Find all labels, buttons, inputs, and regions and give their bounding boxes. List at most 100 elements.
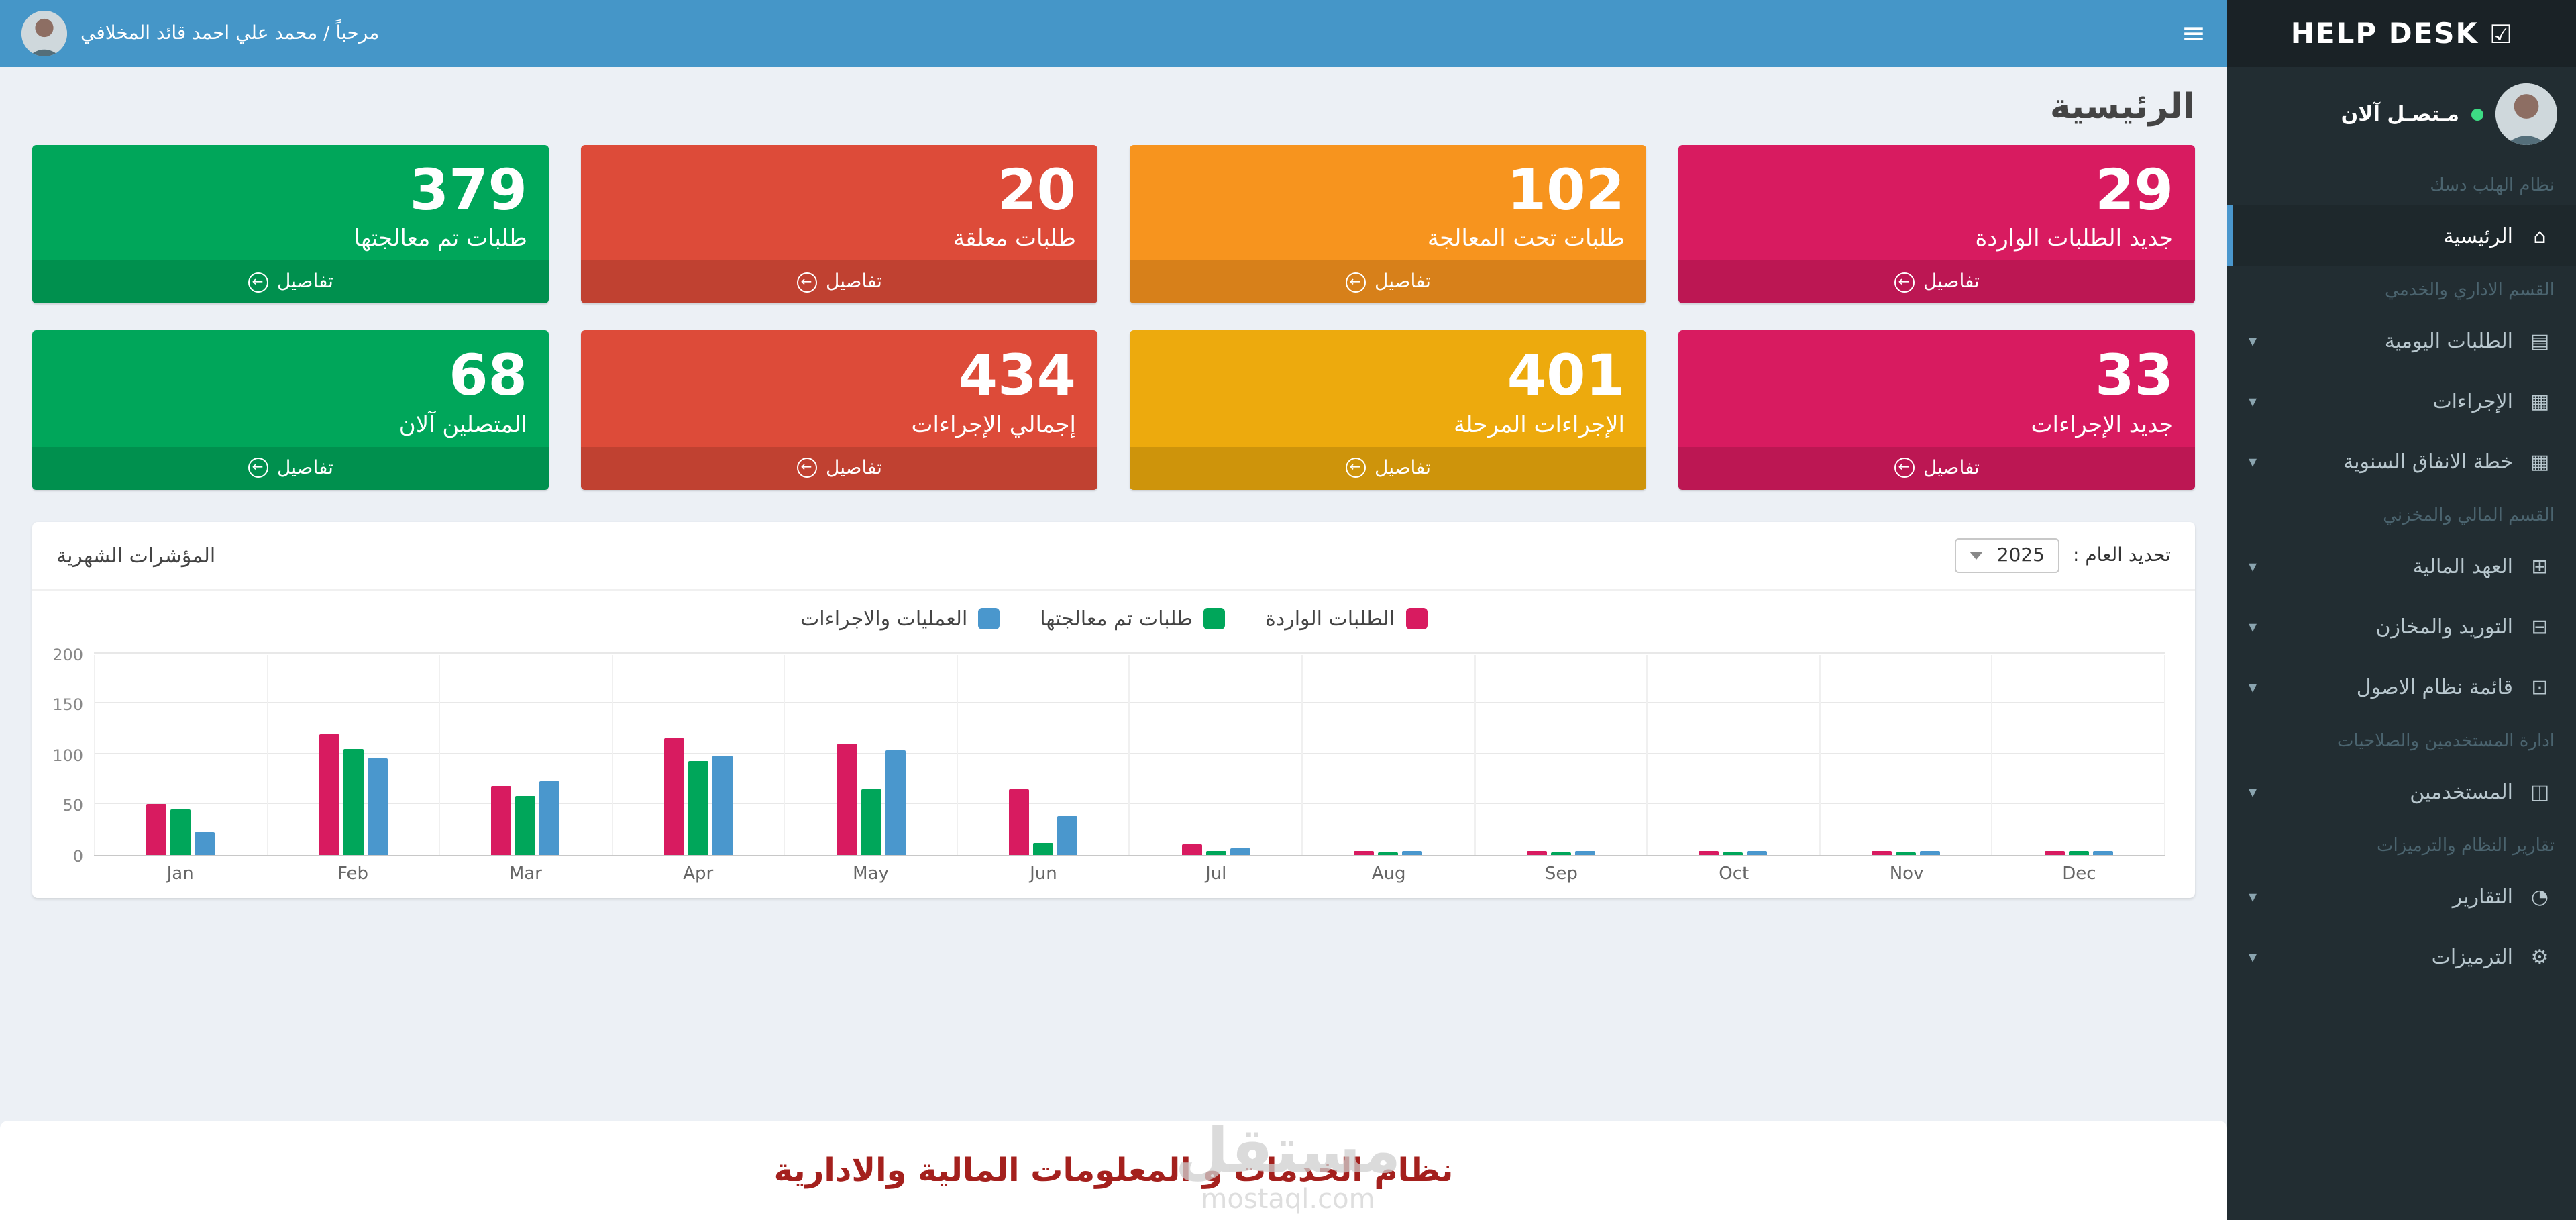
users-icon: ◫ [2530, 779, 2550, 803]
details-label: تفاصيل [826, 457, 882, 479]
hamburger-menu-icon[interactable]: ≡ [2181, 17, 2206, 50]
content: الرئيسية 29 جديد الطلبات الواردة تفاصيل ← … [0, 67, 2227, 1220]
month-label: Dec [2062, 864, 2096, 884]
details-link[interactable]: تفاصيل ← [32, 446, 549, 490]
year-select-value: 2025 [1996, 544, 2045, 566]
bar [343, 748, 364, 855]
details-link[interactable]: تفاصيل ← [581, 446, 1097, 490]
details-label: تفاصيل [1375, 457, 1431, 479]
y-tick-label: 150 [52, 695, 83, 715]
details-link[interactable]: تفاصيل ← [1130, 260, 1646, 304]
stat-label: إجمالي الإجراءات [911, 411, 1077, 439]
bar [712, 756, 733, 855]
month-label: Apr [683, 864, 714, 884]
footer-text: نظام الخدمات و المعلومات المالية والادار… [773, 1152, 1454, 1189]
stat-card-requests-in-progress: 102 طلبات تحت المعالجة تفاصيل ← [1130, 145, 1646, 304]
stat-card-transferred-procedures: 401 الإجراءات المرحلة تفاصيل ← [1130, 330, 1646, 490]
month-group [1648, 654, 1821, 855]
chevron-down-icon: ▾ [2249, 556, 2257, 575]
x-axis-labels: Jan Feb Mar Apr May Jun Jul Aug Sep Oct Nov Dec [94, 856, 2165, 884]
legend-item[interactable]: العمليات والاجراءات [800, 606, 1000, 630]
month-group [440, 654, 613, 855]
online-status-text: مـتصـل آلان [2341, 102, 2459, 126]
brand-logo[interactable]: HELP DESK ☑ [2227, 0, 2576, 67]
arrow-circle-left-icon: ← [1345, 272, 1366, 293]
sidebar-section-header-system: نظام الهلب دسك [2430, 176, 2555, 196]
page-title: الرئيسية [2049, 87, 2195, 128]
bar [1550, 852, 1571, 855]
month-group [786, 654, 958, 855]
finance-icon: ⊞ [2531, 554, 2548, 578]
bar [1378, 852, 1399, 855]
bar [664, 738, 685, 855]
sidebar-item-procedures[interactable]: ▦ الإجراءات ▾ [2227, 370, 2576, 431]
stat-label: طلبات تحت المعالجة [1427, 225, 1625, 253]
legend-label: طلبات تم معالجتها [1040, 606, 1193, 631]
sidebar-item-annual-spending-plan[interactable]: ▦ خطة الانفاق السنوية ▾ [2227, 431, 2576, 491]
month-group [1993, 654, 2165, 855]
details-link[interactable]: تفاصيل ← [1130, 446, 1646, 490]
sidebar-item-supply-warehouses[interactable]: ⊟ التوريد والمخازن ▾ [2227, 596, 2576, 656]
topbar-avatar [21, 11, 67, 56]
stat-cards-row-1: 29 جديد الطلبات الواردة تفاصيل ← 102 طلبات … [32, 145, 2195, 304]
chart: 0 50 100 150 200 Jan Feb Mar Apr May Jun Jul Aug Sep… [32, 638, 2195, 897]
bar [1033, 842, 1054, 855]
sidebar-item-codings[interactable]: ⚙ الترميزات ▾ [2227, 926, 2576, 986]
month-label: Jul [1205, 864, 1227, 884]
legend-swatch [978, 607, 1000, 629]
legend-item[interactable]: الطلبات الواردة [1265, 606, 1427, 630]
details-link[interactable]: تفاصيل ← [1678, 446, 2195, 490]
bar [1354, 851, 1375, 855]
arrow-circle-left-icon: ← [1894, 272, 1915, 293]
sidebar-item-reports[interactable]: ◔ التقارير ▾ [2227, 866, 2576, 926]
sidebar-item-users[interactable]: ◫ المستخدمين ▾ [2227, 761, 2576, 821]
home-icon: ⌂ [2533, 223, 2546, 248]
bar [1181, 844, 1202, 855]
year-select[interactable]: 2025 [1955, 538, 2059, 573]
stat-card-pending-requests: 20 طلبات معلقة تفاصيل ← [581, 145, 1097, 304]
cogs-icon: ⚙ [2530, 944, 2549, 968]
bar [515, 796, 536, 855]
footer: نظام الخدمات و المعلومات المالية والادار… [0, 1121, 2227, 1220]
stat-label: طلبات تم معالجتها [354, 225, 527, 253]
month-group [94, 654, 268, 855]
legend-swatch [1203, 607, 1226, 629]
legend-item[interactable]: طلبات تم معالجتها [1040, 606, 1226, 631]
details-link[interactable]: تفاصيل ← [32, 260, 549, 304]
chevron-down-icon: ▾ [2249, 782, 2257, 801]
sidebar-item-financial-custody[interactable]: ⊞ العهد المالية ▾ [2227, 536, 2576, 596]
bar [2044, 850, 2065, 855]
sidebar-item-daily-requests[interactable]: ▤ الطلبات اليومية ▾ [2227, 310, 2576, 370]
month-label: Feb [337, 864, 369, 884]
sidebar-item-assets-list[interactable]: ⊡ قائمة نظام الاصول ▾ [2227, 656, 2576, 717]
bar [2092, 851, 2113, 855]
sidebar-item-home[interactable]: ⌂ الرئيسية [2227, 205, 2576, 266]
stat-value: 68 [449, 342, 527, 409]
chevron-down-icon: ▾ [2249, 677, 2257, 696]
table-icon: ▦ [2530, 389, 2550, 413]
bar [885, 750, 906, 855]
online-status-dot [2471, 108, 2483, 120]
month-label: Oct [1719, 864, 1750, 884]
stat-value: 434 [958, 342, 1076, 409]
year-select-label: تحديد العام : [2073, 544, 2171, 566]
sidebar-avatar [2496, 83, 2557, 145]
details-link[interactable]: تفاصيل ← [581, 260, 1097, 304]
y-tick-label: 50 [62, 796, 83, 815]
details-link[interactable]: تفاصيل ← [1678, 260, 2195, 304]
bar [195, 832, 215, 855]
chevron-down-icon: ▾ [2249, 947, 2257, 966]
chevron-down-icon [1970, 551, 1984, 560]
bar [1699, 851, 1719, 855]
chart-plot [94, 652, 2165, 856]
arrow-circle-left-icon: ← [796, 458, 817, 478]
bar [170, 809, 191, 855]
stat-label: طلبات معلقة [953, 225, 1076, 253]
arrow-circle-left-icon: ← [248, 458, 268, 478]
sidebar-section-header-finance: القسم المالي والمخزني [2383, 506, 2555, 526]
month-label: Sep [1544, 864, 1578, 884]
bar [539, 780, 560, 855]
bar [1402, 851, 1423, 855]
gridline [94, 652, 2165, 654]
